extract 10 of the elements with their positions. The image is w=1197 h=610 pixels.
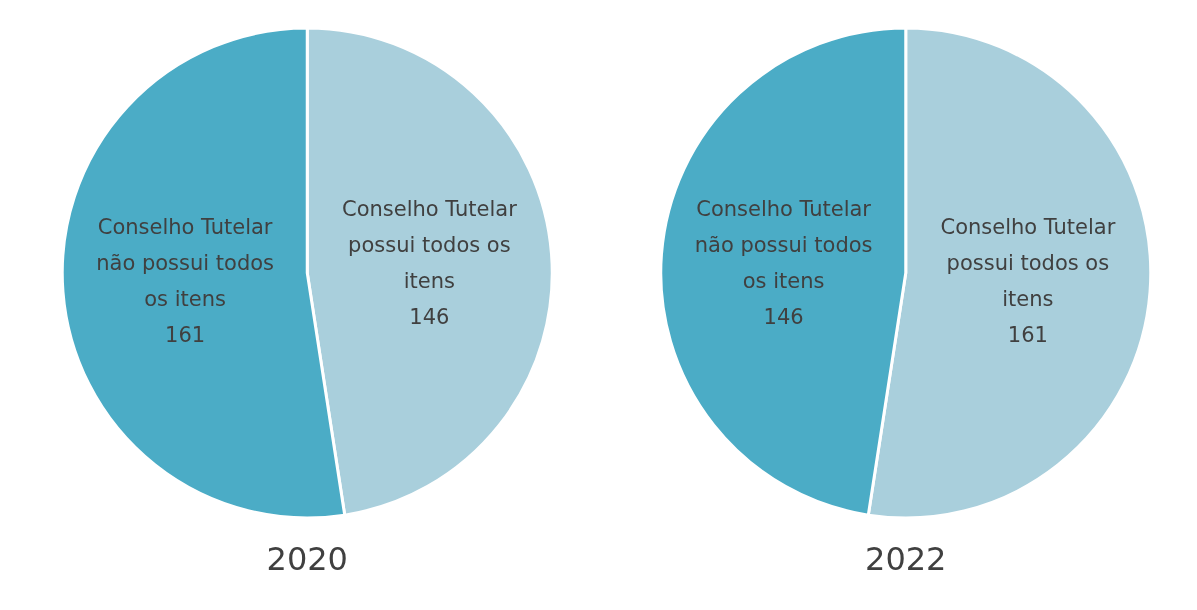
data-label: 146 (763, 304, 804, 329)
slice-label: Conselho Tutelar não possui todos os itens (96, 215, 275, 312)
slice-label: Conselho Tutelar possui todos os itens (341, 196, 518, 293)
slice-label: Conselho Tutelar não possui todos os itens (694, 196, 873, 293)
slice-label: Conselho Tutelar possui todos os itens (940, 215, 1116, 312)
text: 2020 (266, 540, 348, 578)
data-label: 161 (1007, 323, 1048, 348)
text: 2022 (865, 540, 947, 578)
data-label: 146 (409, 304, 450, 329)
data-label: 161 (165, 323, 206, 348)
